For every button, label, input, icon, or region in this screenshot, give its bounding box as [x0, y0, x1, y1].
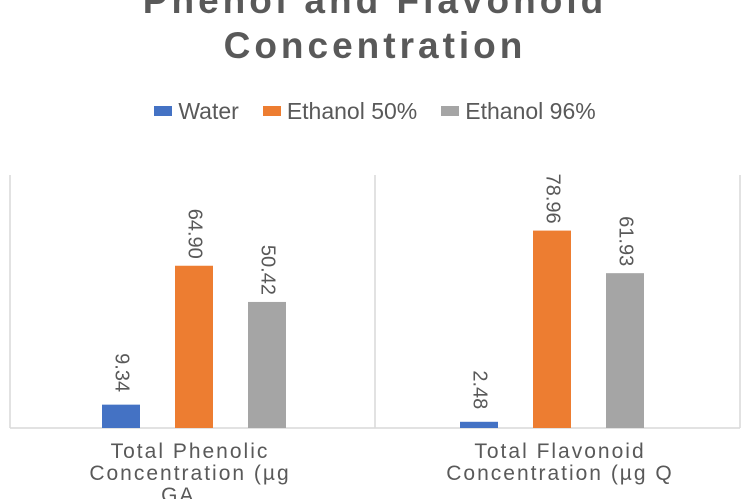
bar-ethanol-50--0	[175, 265, 213, 428]
chart-title: Phenol and Flavonoid Concentration	[0, 0, 750, 68]
category-label-total-phenolic: Total Phenolic Concentration (µg GA...	[89, 441, 291, 499]
legend-label-water: Water	[178, 97, 239, 124]
legend-swatch-water	[154, 106, 173, 116]
data-label-ethanol-96--1: 61.93	[615, 216, 637, 266]
bar-ethanol-96--1	[606, 273, 644, 428]
bar-water-1	[460, 421, 498, 428]
legend-swatch-ethanol-50	[262, 106, 281, 116]
legend-item-ethanol-96: Ethanol 96%	[441, 97, 596, 125]
legend-label-ethanol-96: Ethanol 96%	[465, 97, 596, 124]
legend: Water Ethanol 50% Ethanol 96%	[0, 96, 750, 126]
legend-item-ethanol-50: Ethanol 50%	[262, 97, 418, 125]
category-label-total-flavonoid: Total Flavonoid Concentration (µg Q ...	[446, 441, 674, 499]
legend-item-water: Water	[154, 98, 239, 125]
legend-swatch-ethanol-96	[441, 106, 460, 116]
chart-title-line-1: Phenol and Flavonoid	[142, 0, 608, 21]
bar-ethanol-96--0	[248, 301, 286, 428]
chart-title-line-2: Concentration	[223, 25, 527, 66]
data-label-water-1: 2.48	[469, 370, 491, 409]
data-label-ethanol-50--0: 64.90	[184, 209, 206, 259]
bar-ethanol-50--1	[533, 230, 571, 428]
bars-group	[102, 230, 644, 428]
data-label-ethanol-50--1: 78.96	[542, 174, 564, 224]
data-labels-group: 9.34 2.48 64.90 78.96 50.42 61.93	[111, 174, 637, 410]
bar-water-0	[102, 404, 140, 428]
legend-label-ethanol-50: Ethanol 50%	[286, 97, 418, 124]
data-label-water-0: 9.34	[111, 353, 133, 392]
data-label-ethanol-96--0: 50.42	[257, 245, 279, 295]
